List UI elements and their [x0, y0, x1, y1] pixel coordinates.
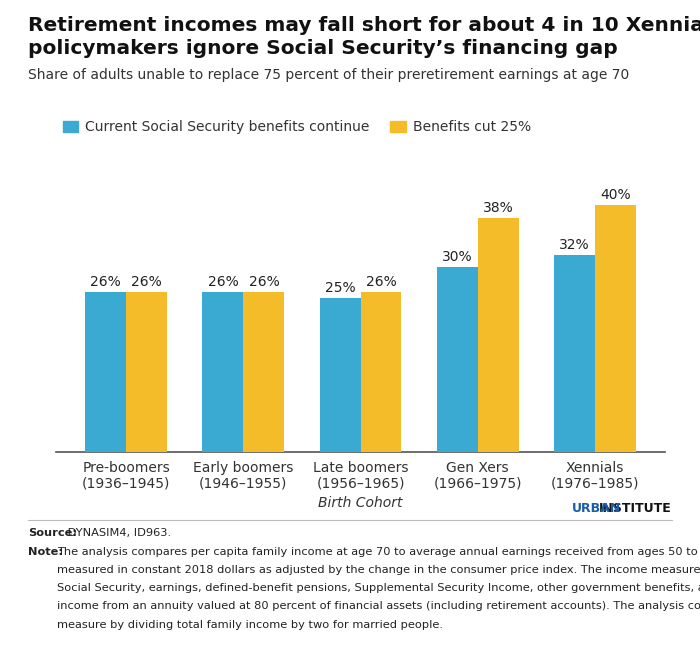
Text: URBAN: URBAN: [572, 502, 621, 515]
Text: income from an annuity valued at 80 percent of financial assets (including retir: income from an annuity valued at 80 perc…: [57, 601, 700, 611]
Text: policymakers ignore Social Security’s financing gap: policymakers ignore Social Security’s fi…: [28, 39, 617, 57]
Text: measure by dividing total family income by two for married people.: measure by dividing total family income …: [57, 620, 443, 629]
Bar: [319, 298, 360, 452]
Text: 26%: 26%: [248, 275, 279, 289]
Bar: [244, 292, 284, 452]
Text: 26%: 26%: [90, 275, 121, 289]
Text: Source:: Source:: [28, 528, 77, 537]
Bar: [437, 267, 477, 452]
Bar: [360, 292, 402, 452]
Text: INSTITUTE: INSTITUTE: [599, 502, 672, 515]
Text: 26%: 26%: [132, 275, 162, 289]
Text: Retirement incomes may fall short for about 4 in 10 Xennials if: Retirement incomes may fall short for ab…: [28, 16, 700, 35]
Text: 32%: 32%: [559, 238, 589, 251]
Text: Note:: Note:: [28, 547, 63, 557]
Bar: [595, 205, 636, 452]
Bar: [477, 218, 519, 452]
Bar: [202, 292, 244, 452]
Text: 26%: 26%: [365, 275, 396, 289]
Text: 25%: 25%: [325, 281, 356, 295]
Bar: [126, 292, 167, 452]
Text: 40%: 40%: [600, 188, 631, 202]
X-axis label: Birth Cohort: Birth Cohort: [318, 496, 402, 510]
Text: 30%: 30%: [442, 250, 472, 264]
Text: DYNASIM4, ID963.: DYNASIM4, ID963.: [64, 528, 172, 537]
Text: Social Security, earnings, defined-benefit pensions, Supplemental Security Incom: Social Security, earnings, defined-benef…: [57, 583, 700, 593]
Bar: [554, 255, 595, 452]
Text: The analysis compares per capita family income at age 70 to average annual earni: The analysis compares per capita family …: [57, 547, 700, 557]
Text: 38%: 38%: [483, 200, 514, 214]
Text: Share of adults unable to replace 75 percent of their preretirement earnings at : Share of adults unable to replace 75 per…: [28, 68, 629, 82]
Text: measured in constant 2018 dollars as adjusted by the change in the consumer pric: measured in constant 2018 dollars as adj…: [57, 565, 700, 575]
Legend: Current Social Security benefits continue, Benefits cut 25%: Current Social Security benefits continu…: [63, 120, 531, 134]
Text: 26%: 26%: [207, 275, 238, 289]
Bar: [85, 292, 126, 452]
